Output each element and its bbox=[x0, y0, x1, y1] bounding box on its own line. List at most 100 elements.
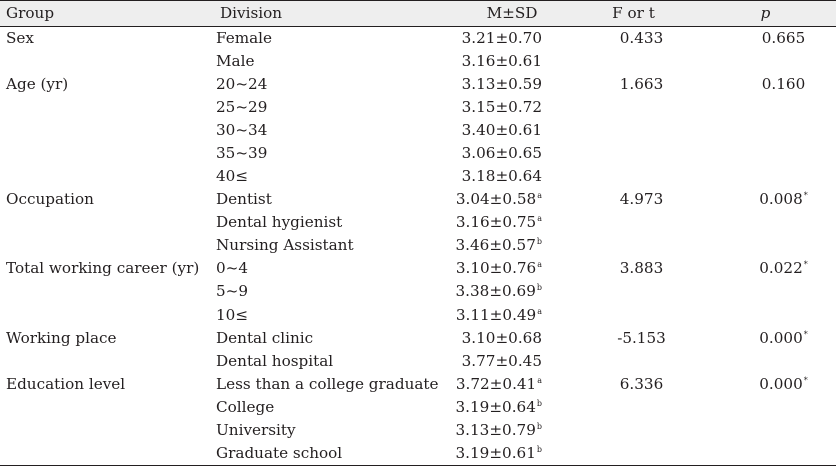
cell-division-text: 0~4 bbox=[216, 259, 249, 278]
cell-group bbox=[0, 211, 214, 234]
cell-p-value bbox=[695, 142, 836, 165]
cell-mean-sd-superscript: a bbox=[537, 375, 542, 385]
cell-mean-sd-superscript: b bbox=[536, 422, 542, 432]
cell-p-value-text: 0.000 bbox=[759, 374, 803, 393]
cell-p-value: 0.000* bbox=[695, 327, 836, 350]
cell-f-or-t bbox=[572, 396, 695, 419]
cell-f-or-t bbox=[572, 419, 695, 442]
cell-p-value bbox=[695, 211, 836, 234]
cell-group-text: Working place bbox=[6, 328, 117, 347]
cell-f-or-t bbox=[572, 350, 695, 373]
cell-p-value bbox=[695, 350, 836, 373]
table-row: 10≤ 3.11±0.49a bbox=[0, 304, 836, 327]
cell-division-text: 5~9 bbox=[216, 282, 249, 301]
cell-mean-sd: 3.10±0.76a bbox=[452, 257, 572, 280]
cell-division-text: 10≤ bbox=[216, 305, 249, 324]
cell-division-text: 20~24 bbox=[216, 74, 268, 93]
cell-mean-sd-text: 3.19±0.64 bbox=[455, 397, 536, 416]
cell-division-text: 35~39 bbox=[216, 143, 268, 162]
cell-group: Age (yr) bbox=[0, 73, 214, 96]
cell-mean-sd: 3.72±0.41a bbox=[452, 373, 572, 396]
cell-p-value-superscript: * bbox=[803, 260, 808, 270]
cell-p-value-text: 0.008 bbox=[759, 190, 803, 209]
cell-p-value-text: 0.000 bbox=[759, 328, 803, 347]
cell-f-or-t bbox=[572, 119, 695, 142]
cell-division: Graduate school bbox=[214, 442, 452, 465]
cell-f-or-t bbox=[572, 281, 695, 304]
cell-p-value bbox=[695, 396, 836, 419]
cell-division-text: Nursing Assistant bbox=[216, 236, 354, 255]
cell-division-text: Less than a college graduate bbox=[216, 374, 439, 393]
cell-division-text: College bbox=[216, 397, 275, 416]
table-row: 25~29 3.15±0.72 bbox=[0, 96, 836, 119]
cell-division: Dental hospital bbox=[214, 350, 452, 373]
cell-f-or-t bbox=[572, 96, 695, 119]
header-f-or-t: F or t bbox=[612, 3, 655, 22]
cell-division: 5~9 bbox=[214, 281, 452, 304]
table-row: Age (yr) 20~24 3.13±0.59 1.663 0.160 bbox=[0, 73, 836, 96]
cell-division-text: Dentist bbox=[216, 190, 272, 209]
table-row: Male 3.16±0.61 bbox=[0, 50, 836, 73]
cell-division: 35~39 bbox=[214, 142, 452, 165]
cell-mean-sd-superscript: a bbox=[537, 306, 542, 316]
cell-mean-sd-superscript: a bbox=[537, 191, 542, 201]
cell-group bbox=[0, 281, 214, 304]
cell-mean-sd: 3.04±0.58a bbox=[452, 188, 572, 211]
cell-group: Sex bbox=[0, 27, 214, 50]
cell-division: College bbox=[214, 396, 452, 419]
cell-p-value-superscript: * bbox=[803, 375, 808, 385]
cell-group bbox=[0, 350, 214, 373]
cell-division: Female bbox=[214, 27, 452, 50]
cell-p-value-text: 0.160 bbox=[761, 74, 806, 93]
cell-f-or-t-text: -5.153 bbox=[617, 328, 666, 347]
table-row: Occupation Dentist 3.04±0.58a 4.973 0.008* bbox=[0, 188, 836, 211]
table-row: Dental hospital 3.77±0.45 bbox=[0, 350, 836, 373]
cell-p-value bbox=[695, 419, 836, 442]
cell-p-value bbox=[695, 281, 836, 304]
cell-division: 20~24 bbox=[214, 73, 452, 96]
cell-f-or-t bbox=[572, 442, 695, 465]
cell-division: Dental hygienist bbox=[214, 211, 452, 234]
cell-division: 25~29 bbox=[214, 96, 452, 119]
cell-group: Occupation bbox=[0, 188, 214, 211]
cell-f-or-t: 3.883 bbox=[572, 257, 695, 280]
cell-p-value: 0.160 bbox=[695, 73, 836, 96]
cell-group-text: Total working career (yr) bbox=[6, 259, 200, 278]
cell-mean-sd: 3.06±0.65 bbox=[452, 142, 572, 165]
table-row: 30~34 3.40±0.61 bbox=[0, 119, 836, 142]
cell-p-value: 0.665 bbox=[695, 27, 836, 50]
table-row: 35~39 3.06±0.65 bbox=[0, 142, 836, 165]
cell-mean-sd-text: 3.13±0.79 bbox=[455, 421, 536, 440]
cell-mean-sd-text: 3.16±0.61 bbox=[461, 51, 542, 70]
table-row: Working place Dental clinic 3.10±0.68 -5.15… bbox=[0, 327, 836, 350]
cell-group: Education level bbox=[0, 373, 214, 396]
cell-p-value-text: 0.665 bbox=[761, 28, 806, 47]
cell-division-text: 40≤ bbox=[216, 167, 249, 185]
cell-mean-sd-text: 3.11±0.49 bbox=[455, 305, 537, 324]
cell-mean-sd: 3.10±0.68 bbox=[452, 327, 572, 350]
cell-division: 10≤ bbox=[214, 304, 452, 327]
cell-p-value-superscript: * bbox=[803, 191, 808, 201]
cell-group bbox=[0, 234, 214, 257]
cell-mean-sd: 3.11±0.49a bbox=[452, 304, 572, 327]
table-row: 40≤ 3.18±0.64 bbox=[0, 165, 836, 188]
cell-mean-sd-superscript: a bbox=[537, 260, 542, 270]
cell-division: Less than a college graduate bbox=[214, 373, 452, 396]
cell-group bbox=[0, 96, 214, 119]
cell-mean-sd-text: 3.19±0.61 bbox=[455, 443, 536, 462]
cell-division: 30~34 bbox=[214, 119, 452, 142]
cell-division-text: Dental hygienist bbox=[216, 213, 343, 232]
cell-mean-sd-text: 3.15±0.72 bbox=[461, 97, 542, 116]
cell-mean-sd: 3.18±0.64 bbox=[452, 165, 572, 188]
cell-mean-sd: 3.77±0.45 bbox=[452, 350, 572, 373]
cell-division: Dentist bbox=[214, 188, 452, 211]
table-row: College 3.19±0.64b bbox=[0, 396, 836, 419]
cell-mean-sd: 3.13±0.79b bbox=[452, 419, 572, 442]
cell-group: Working place bbox=[0, 327, 214, 350]
cell-p-value: 0.022* bbox=[695, 257, 836, 280]
cell-p-value-text: 0.022 bbox=[759, 259, 803, 278]
cell-f-or-t: 1.663 bbox=[572, 73, 695, 96]
header-p-value: p bbox=[760, 3, 771, 22]
cell-p-value bbox=[695, 165, 836, 188]
